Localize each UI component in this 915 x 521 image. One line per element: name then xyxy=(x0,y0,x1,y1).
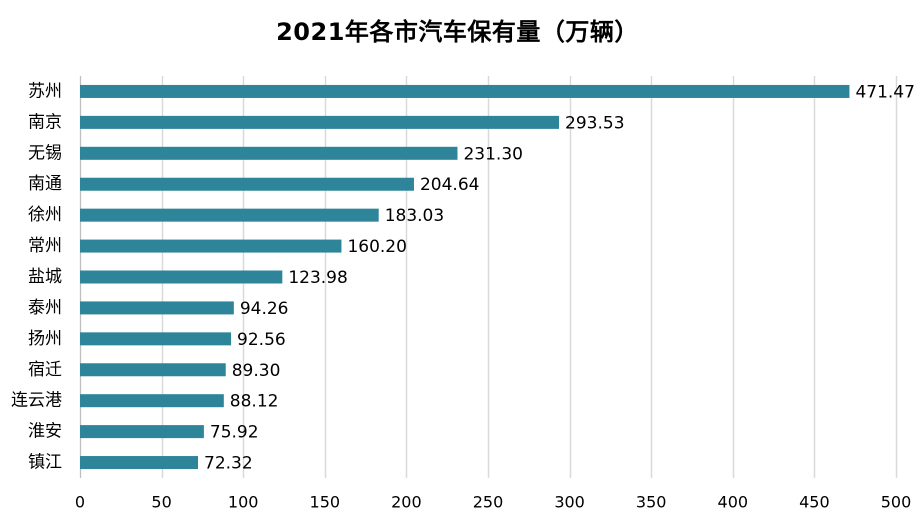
data-label: 123.98 xyxy=(288,268,347,288)
category-label: 苏州 xyxy=(28,81,62,101)
x-tick-label: 300 xyxy=(554,493,585,512)
data-label: 183.03 xyxy=(385,206,444,226)
data-label: 471.47 xyxy=(855,82,914,102)
bar xyxy=(80,394,224,408)
category-label: 扬州 xyxy=(28,329,62,349)
x-tick-label: 100 xyxy=(228,493,259,512)
data-label: 72.32 xyxy=(204,454,253,474)
x-tick-label: 250 xyxy=(473,493,504,512)
bar xyxy=(80,301,234,315)
bar xyxy=(80,270,283,284)
x-tick-label: 450 xyxy=(799,493,830,512)
category-label: 徐州 xyxy=(28,205,62,225)
data-label: 231.30 xyxy=(463,144,522,164)
x-tick-label: 0 xyxy=(75,493,85,512)
category-label: 无锡 xyxy=(28,143,62,163)
x-axis-ticks: 0 50 100 150 200 250 300 350 400 450 500 xyxy=(75,493,911,512)
x-tick-label: 50 xyxy=(151,493,171,512)
bar xyxy=(80,332,232,346)
data-label: 94.26 xyxy=(240,299,289,319)
bar xyxy=(80,208,379,222)
category-label: 泰州 xyxy=(28,298,62,318)
x-tick-label: 500 xyxy=(881,493,912,512)
data-label: 88.12 xyxy=(230,392,279,412)
chart-title: 2021年各市汽车保有量（万辆） xyxy=(276,18,639,46)
bar xyxy=(80,456,199,470)
bars xyxy=(80,84,850,470)
category-label: 淮安 xyxy=(28,422,62,442)
data-label: 89.30 xyxy=(232,361,281,381)
data-labels: 471.47 293.53 231.30 204.64 183.03 160.20123.… xyxy=(204,82,915,473)
bar xyxy=(80,84,850,98)
bar xyxy=(80,425,204,439)
category-label: 宿迁 xyxy=(28,360,62,380)
data-label: 293.53 xyxy=(565,113,624,133)
bar xyxy=(80,363,226,377)
category-label: 南京 xyxy=(28,112,62,132)
x-tick-label: 350 xyxy=(636,493,667,512)
data-label: 92.56 xyxy=(237,330,286,350)
data-label: 75.92 xyxy=(210,423,259,443)
x-tick-label: 200 xyxy=(391,493,422,512)
data-label: 204.64 xyxy=(420,175,479,195)
bar xyxy=(80,115,560,129)
category-label: 镇江 xyxy=(28,453,62,473)
x-tick-label: 150 xyxy=(310,493,341,512)
category-label: 盐城 xyxy=(28,267,62,287)
x-tick-label: 400 xyxy=(718,493,749,512)
bar xyxy=(80,239,342,253)
data-label: 160.20 xyxy=(347,237,406,257)
bar xyxy=(80,177,414,191)
category-label: 连云港 xyxy=(11,391,62,411)
category-label: 南通 xyxy=(28,174,62,194)
bar xyxy=(80,146,458,160)
category-label: 常州 xyxy=(28,236,62,256)
